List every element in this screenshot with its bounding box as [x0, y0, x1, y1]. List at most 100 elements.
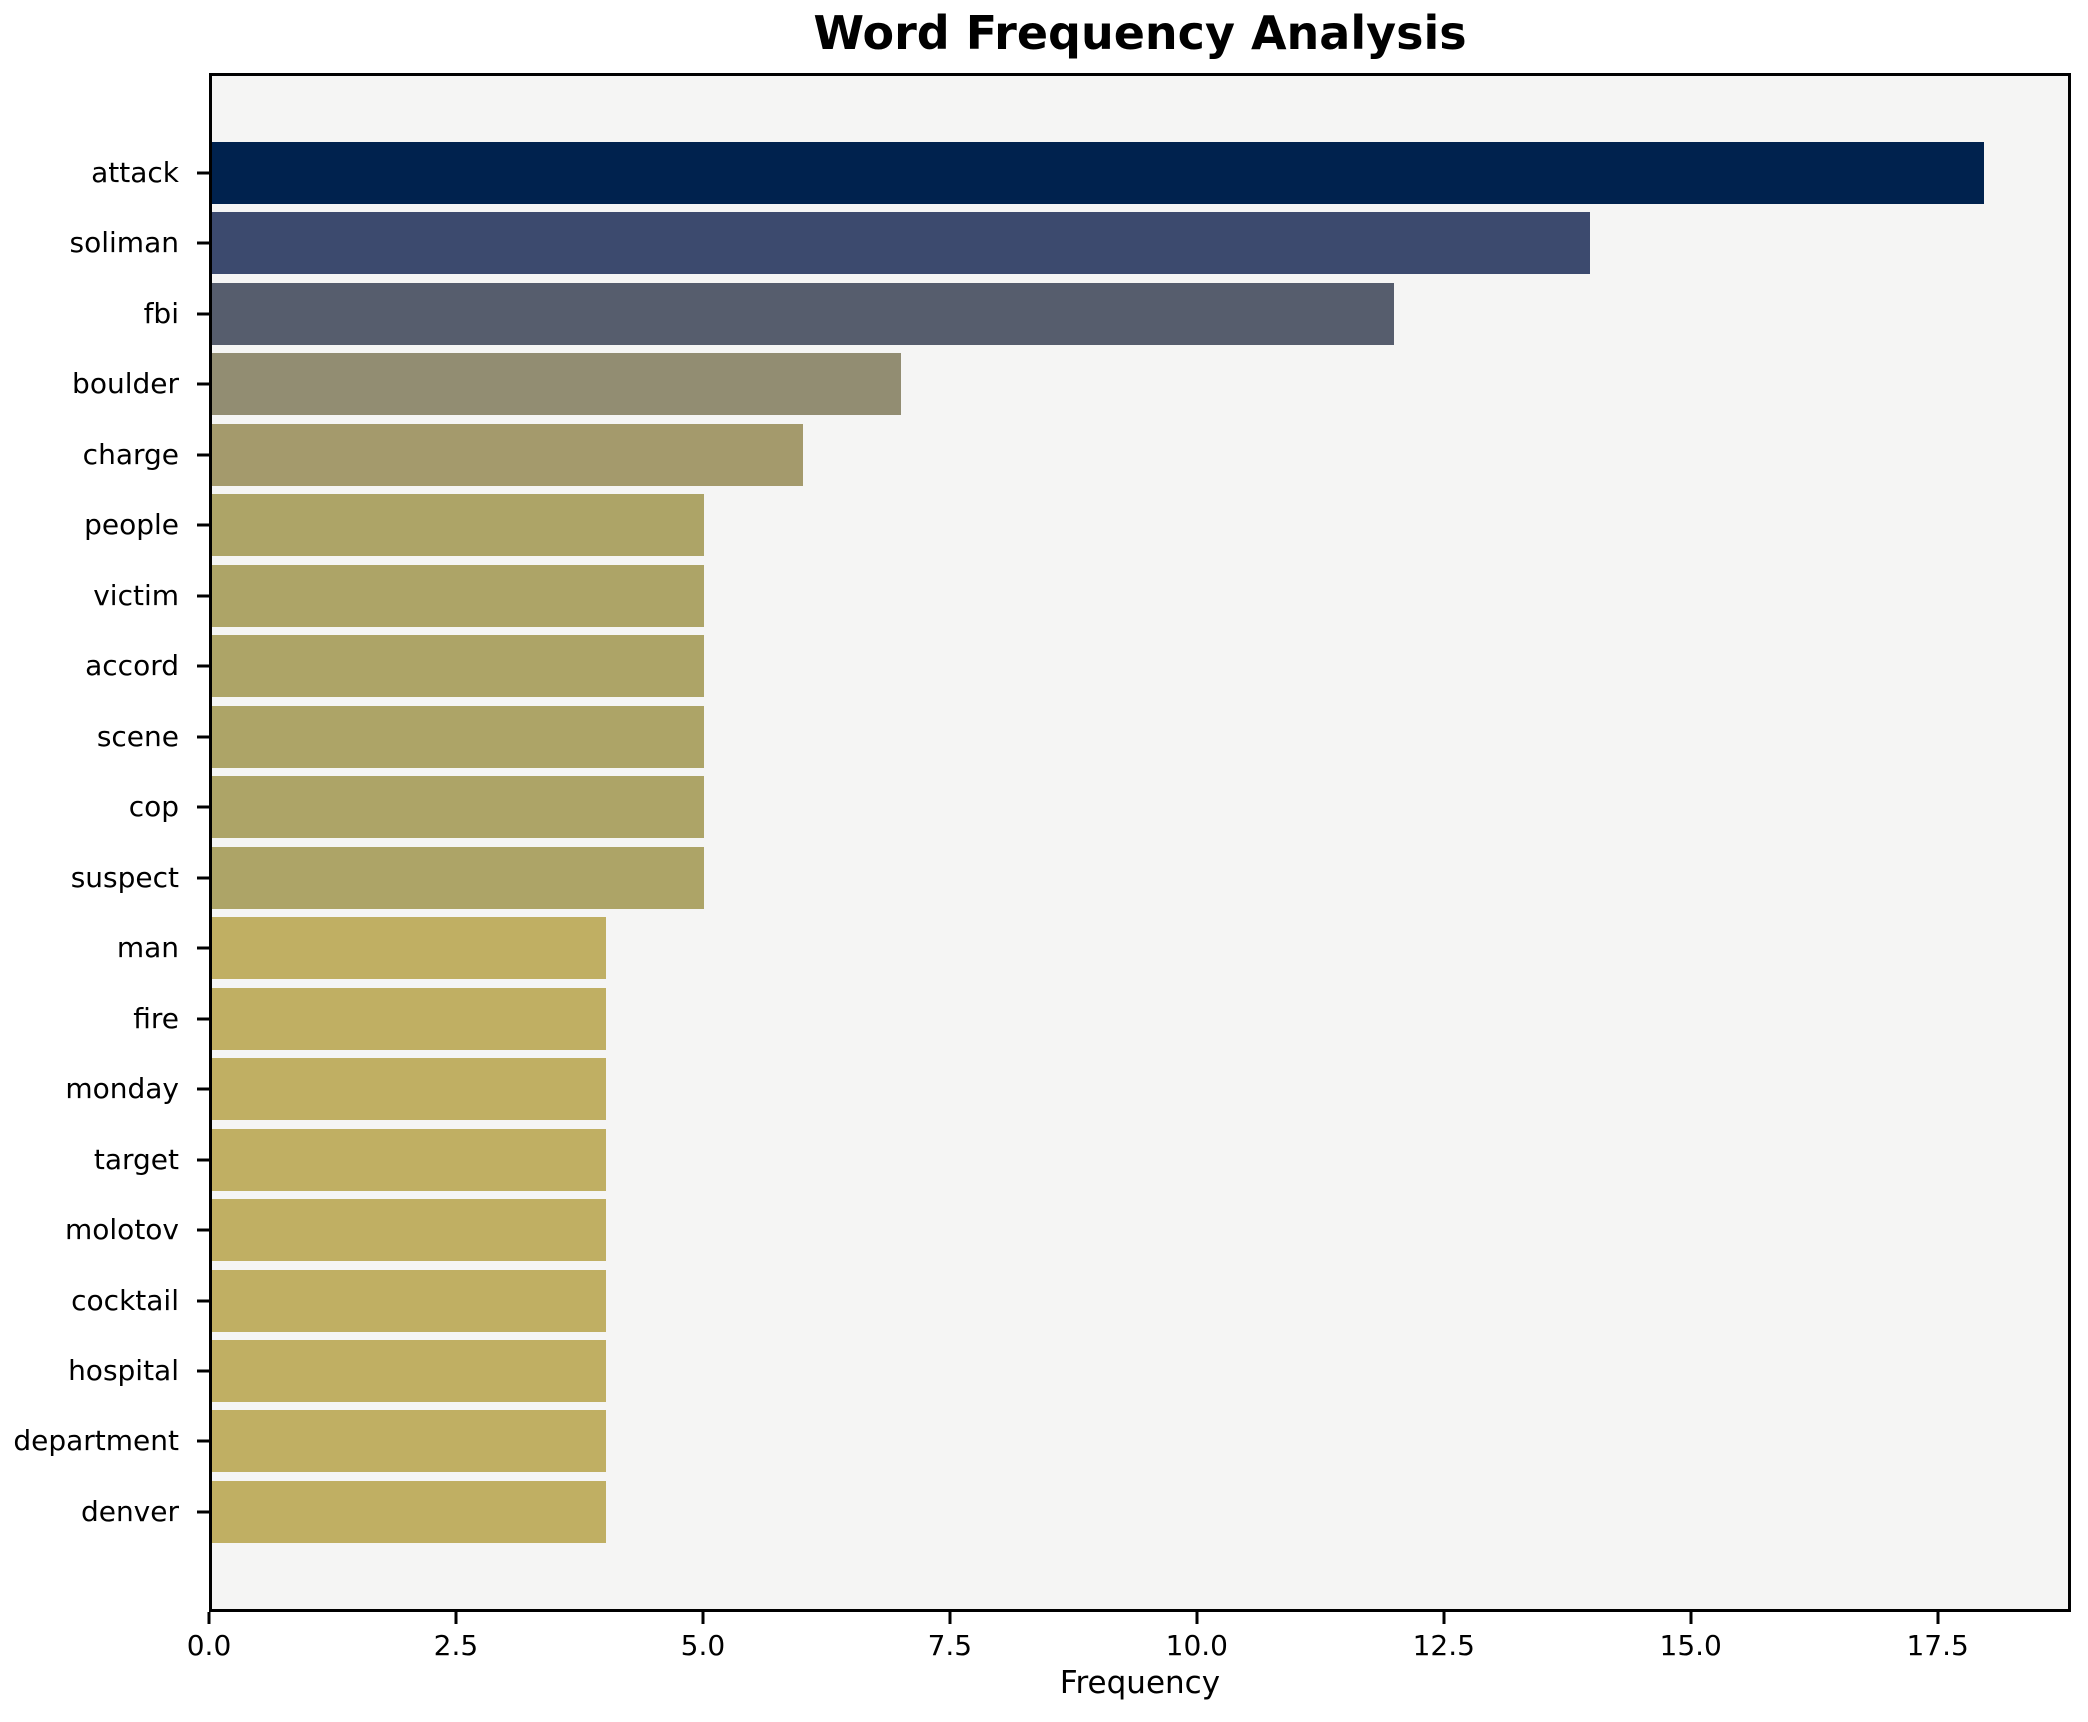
y-tick-label-department: department — [13, 1424, 179, 1458]
y-tick-row: cocktail — [0, 1270, 211, 1332]
bar-row — [212, 1410, 2068, 1473]
bars-layer — [212, 142, 2068, 1543]
bar-fbi — [212, 282, 1394, 345]
y-tick-row: attack — [0, 142, 211, 204]
x-tick-label-10.0: 10.0 — [1165, 1629, 1228, 1662]
bar-attack — [212, 142, 1985, 204]
y-tick-row: charge — [0, 424, 211, 486]
y-tick-mark — [197, 1369, 211, 1373]
y-tick-row: accord — [0, 635, 211, 697]
bar-row — [212, 1128, 2068, 1191]
bar-fire — [212, 987, 606, 1050]
y-tick-row: denver — [0, 1481, 211, 1543]
x-tick-mark — [1936, 1612, 1940, 1624]
bar-victim — [212, 564, 705, 627]
plot-area — [209, 73, 2071, 1612]
y-tick-mark — [197, 171, 211, 175]
y-tick-mark — [197, 805, 211, 809]
y-tick-label-fire: fire — [133, 1001, 179, 1035]
y-tick-label-victim: victim — [93, 578, 179, 612]
y-tick-label-denver: denver — [80, 1494, 179, 1528]
bar-row — [212, 1058, 2068, 1121]
bar-man — [212, 917, 606, 980]
bar-cop — [212, 776, 705, 839]
y-tick-row: suspect — [0, 847, 211, 909]
y-tick-label-accord: accord — [85, 649, 179, 683]
bar-people — [212, 494, 705, 557]
y-tick-label-people: people — [84, 508, 179, 542]
y-tick-label-man: man — [116, 931, 179, 965]
y-tick-row: fbi — [0, 283, 211, 345]
y-tick-label-attack: attack — [91, 156, 179, 189]
bar-soliman — [212, 212, 1591, 275]
y-tick-mark — [197, 241, 211, 245]
y-tick-row: hospital — [0, 1340, 211, 1402]
bar-target — [212, 1128, 606, 1191]
bar-row — [212, 776, 2068, 839]
y-tick-row: molotov — [0, 1199, 211, 1261]
y-tick-label-soliman: soliman — [69, 226, 179, 260]
y-tick-label-charge: charge — [82, 437, 179, 471]
y-tick-label-hospital: hospital — [68, 1353, 179, 1387]
bar-row — [212, 564, 2068, 627]
y-tick-mark — [197, 946, 211, 950]
bar-row — [212, 353, 2068, 416]
y-tick-row: fire — [0, 988, 211, 1050]
bar-hospital — [212, 1339, 606, 1402]
x-tick-label-12.5: 12.5 — [1412, 1629, 1475, 1662]
bar-row — [212, 846, 2068, 909]
bar-row — [212, 635, 2068, 698]
y-tick-mark — [197, 735, 211, 739]
x-tick-label-7.5: 7.5 — [927, 1629, 973, 1662]
bar-suspect — [212, 846, 705, 909]
y-tick-mark — [197, 382, 211, 386]
y-tick-mark — [197, 1158, 211, 1162]
x-axis-ticks: 0.0 2.5 5.0 7.5 10.0 12.5 15.0 17.5 — [187, 1612, 2071, 1717]
y-tick-row: people — [0, 494, 211, 556]
bar-row — [212, 494, 2068, 557]
y-tick-row: department — [0, 1410, 211, 1472]
bar-scene — [212, 705, 705, 768]
y-tick-mark — [197, 1510, 211, 1514]
y-axis-labels: attack soliman fbi boulder charge people victi… — [0, 142, 211, 1543]
x-tick-label-2.5: 2.5 — [433, 1629, 479, 1662]
y-tick-label-boulder: boulder — [72, 367, 179, 401]
y-tick-mark — [197, 453, 211, 457]
bar-row — [212, 1199, 2068, 1262]
bar-row — [212, 917, 2068, 980]
y-tick-mark — [197, 1439, 211, 1443]
y-tick-label-cop: cop — [128, 790, 179, 824]
y-tick-mark — [197, 1017, 211, 1021]
bar-row — [212, 423, 2068, 486]
x-tick-mark — [454, 1612, 458, 1624]
y-tick-label-monday: monday — [65, 1072, 179, 1106]
y-tick-mark — [197, 876, 211, 880]
bar-row — [212, 705, 2068, 768]
x-tick-mark — [1442, 1612, 1446, 1624]
bar-row — [212, 1269, 2068, 1332]
bar-cocktail — [212, 1269, 606, 1332]
x-tick-mark — [1195, 1612, 1199, 1624]
x-tick-label-17.5: 17.5 — [1906, 1629, 1969, 1662]
y-tick-label-molotov: molotov — [65, 1213, 179, 1247]
bar-department — [212, 1410, 606, 1473]
y-tick-label-fbi: fbi — [143, 296, 179, 330]
x-axis-title: Frequency — [1059, 1665, 1221, 1701]
x-tick-label-15.0: 15.0 — [1659, 1629, 1722, 1662]
y-tick-row: soliman — [0, 212, 211, 274]
bar-row — [212, 212, 2068, 275]
y-tick-label-suspect: suspect — [70, 860, 179, 894]
y-tick-mark — [197, 664, 211, 668]
y-tick-row: monday — [0, 1058, 211, 1120]
x-tick-label-5.0: 5.0 — [680, 1629, 726, 1662]
x-tick-label-0.0: 0.0 — [186, 1629, 232, 1662]
bar-row — [212, 987, 2068, 1050]
bar-row — [212, 282, 2068, 345]
bar-charge — [212, 423, 803, 486]
bar-row — [212, 1480, 2068, 1543]
bar-monday — [212, 1058, 606, 1121]
y-tick-mark — [197, 1087, 211, 1091]
y-tick-label-cocktail: cocktail — [71, 1283, 179, 1317]
y-tick-row: victim — [0, 565, 211, 627]
